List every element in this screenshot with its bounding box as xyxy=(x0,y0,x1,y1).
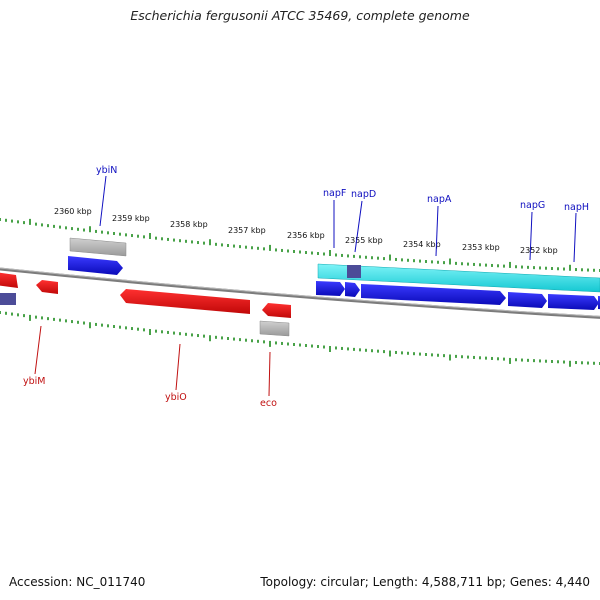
inner-scale-ticks xyxy=(0,311,600,367)
scale-label: 2355 kbp xyxy=(345,236,383,245)
gene-label-ybio[interactable]: ybiO xyxy=(165,392,187,403)
misc-feature-ybin[interactable] xyxy=(69,237,127,257)
scale-label: 2359 kbp xyxy=(112,214,150,223)
reverse-gene-labels: ybiM ybiO eco xyxy=(23,376,277,409)
gene-ybio[interactable] xyxy=(120,289,250,314)
scale-label: 2356 kbp xyxy=(287,231,325,240)
scale-label: 2360 kbp xyxy=(54,207,92,216)
gene-naph[interactable] xyxy=(548,294,599,310)
scale-labels: 2360 kbp 2359 kbp 2358 kbp 2357 kbp 2356… xyxy=(54,207,558,255)
gene-left-partial[interactable] xyxy=(0,272,18,288)
genome-backbone-highlight xyxy=(0,267,600,317)
gene-napa[interactable] xyxy=(361,284,506,305)
genome-backbone xyxy=(0,267,600,319)
misc-feature-eco[interactable] xyxy=(259,320,290,337)
gene-napf[interactable] xyxy=(316,281,345,296)
feature-left-dark xyxy=(0,293,16,305)
gene-label-napf[interactable]: napF xyxy=(323,188,346,199)
reverse-leader-lines xyxy=(34,325,271,397)
gene-label-ybin[interactable]: ybiN xyxy=(96,165,117,176)
forward-leader-lines xyxy=(99,175,577,263)
scale-label: 2352 kbp xyxy=(520,246,558,255)
gene-napg[interactable] xyxy=(508,292,547,308)
gene-label-naph[interactable]: napH xyxy=(564,202,589,213)
gene-label-napd[interactable]: napD xyxy=(351,189,376,200)
gene-label-ybim[interactable]: ybiM xyxy=(23,376,46,387)
scale-label: 2353 kbp xyxy=(462,243,500,252)
scale-label: 2358 kbp xyxy=(170,220,208,229)
map-title: Escherichia fergusonii ATCC 35469, compl… xyxy=(130,8,470,23)
gene-napd[interactable] xyxy=(345,282,360,297)
operon-marker xyxy=(347,265,361,278)
gene-ybin[interactable] xyxy=(68,256,123,275)
gene-label-napg[interactable]: napG xyxy=(520,200,545,211)
gene-label-eco[interactable]: eco xyxy=(260,398,277,409)
outer-scale-ticks xyxy=(0,218,600,272)
genome-summary-text: Topology: circular; Length: 4,588,711 bp… xyxy=(260,575,590,589)
forward-gene-labels: ybiN napF napD napA napG napH xyxy=(96,165,589,213)
gene-ybim[interactable] xyxy=(36,280,58,294)
scale-label: 2357 kbp xyxy=(228,226,266,235)
gene-eco[interactable] xyxy=(262,303,291,318)
gene-label-napa[interactable]: napA xyxy=(427,194,452,205)
scale-label: 2354 kbp xyxy=(403,240,441,249)
operon-nap[interactable] xyxy=(317,263,600,293)
accession-text: Accession: NC_011740 xyxy=(9,575,146,589)
